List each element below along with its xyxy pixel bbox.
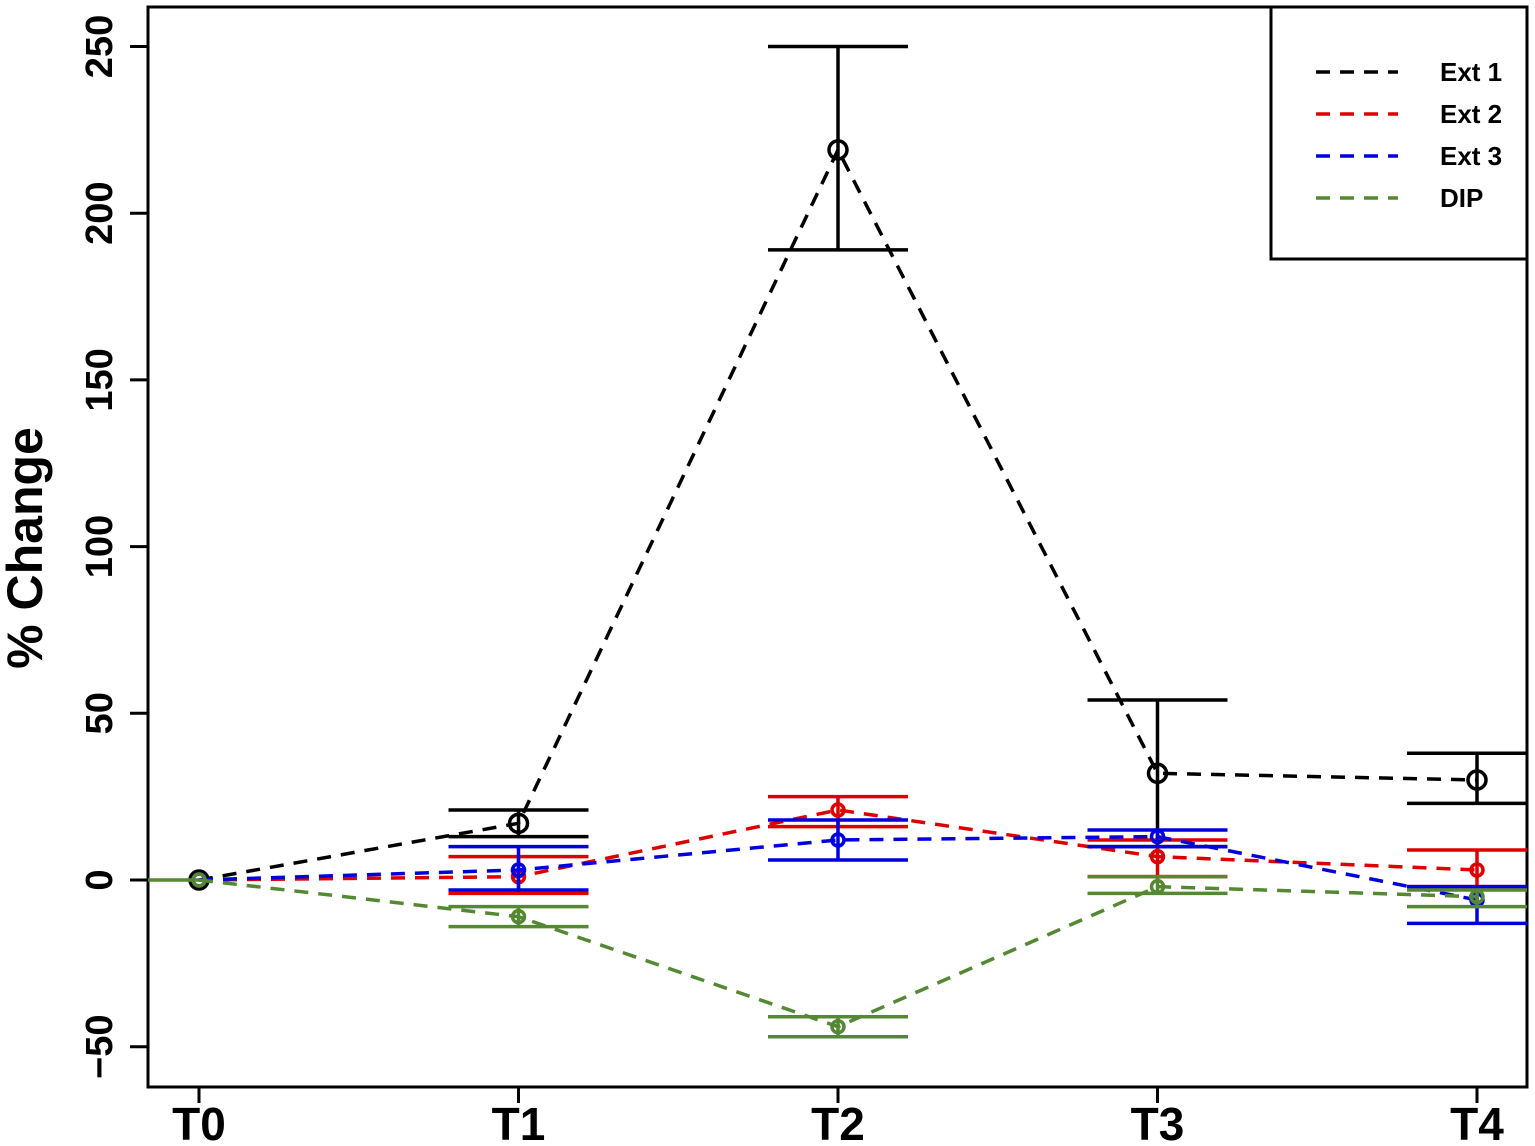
axes: −50 0 50 100 150 200 250 T0 T1 T2 T3 T4 [79,5,1529,1146]
y-tick-label: 100 [79,515,121,578]
legend-item: Ext 1 [1316,57,1502,87]
legend-item: DIP [1316,183,1483,213]
y-axis-label: % Change [0,427,53,669]
data-point [1466,769,1488,791]
legend-label: DIP [1440,183,1483,213]
y-tick-label: 50 [79,692,121,734]
series-ext-1 [188,44,1527,891]
x-tick-label: T1 [492,1098,546,1146]
data-point [507,812,530,835]
y-tick-label: 200 [79,181,121,244]
series-ext-3 [191,818,1527,926]
series-group [148,44,1527,1039]
x-tick-label: T4 [1450,1098,1504,1146]
y-tick-label: −50 [79,1014,121,1078]
legend-box [1269,5,1529,261]
x-tick-label: T2 [811,1098,865,1146]
data-point [1146,762,1169,785]
data-point [1149,828,1166,845]
legend-item: Ext 3 [1316,141,1502,171]
series-line [198,145,1478,882]
x-tick-label: T0 [172,1098,226,1146]
series-dip [191,872,1527,1039]
data-point [1149,848,1166,865]
data-point [510,908,527,925]
legend-label: Ext 3 [1440,141,1502,171]
x-tick-label: T3 [1131,1098,1185,1146]
y-tick-label: 250 [79,15,121,78]
legend-item: Ext 2 [1316,99,1502,129]
data-point [830,1018,846,1035]
data-point [830,802,846,818]
series-line [198,834,1478,902]
series-line [198,878,1478,1029]
data-point [510,862,527,878]
data-point [827,139,849,161]
data-point [1469,888,1485,905]
legend-label: Ext 1 [1440,57,1502,87]
data-point [1149,878,1166,895]
data-point [830,832,846,848]
y-tick-label: 150 [79,348,121,411]
legend-label: Ext 2 [1440,99,1502,129]
y-tick-label: 0 [79,869,121,890]
data-point [1469,862,1485,878]
legend: Ext 1 Ext 2 Ext 3 DIP [1269,5,1529,261]
